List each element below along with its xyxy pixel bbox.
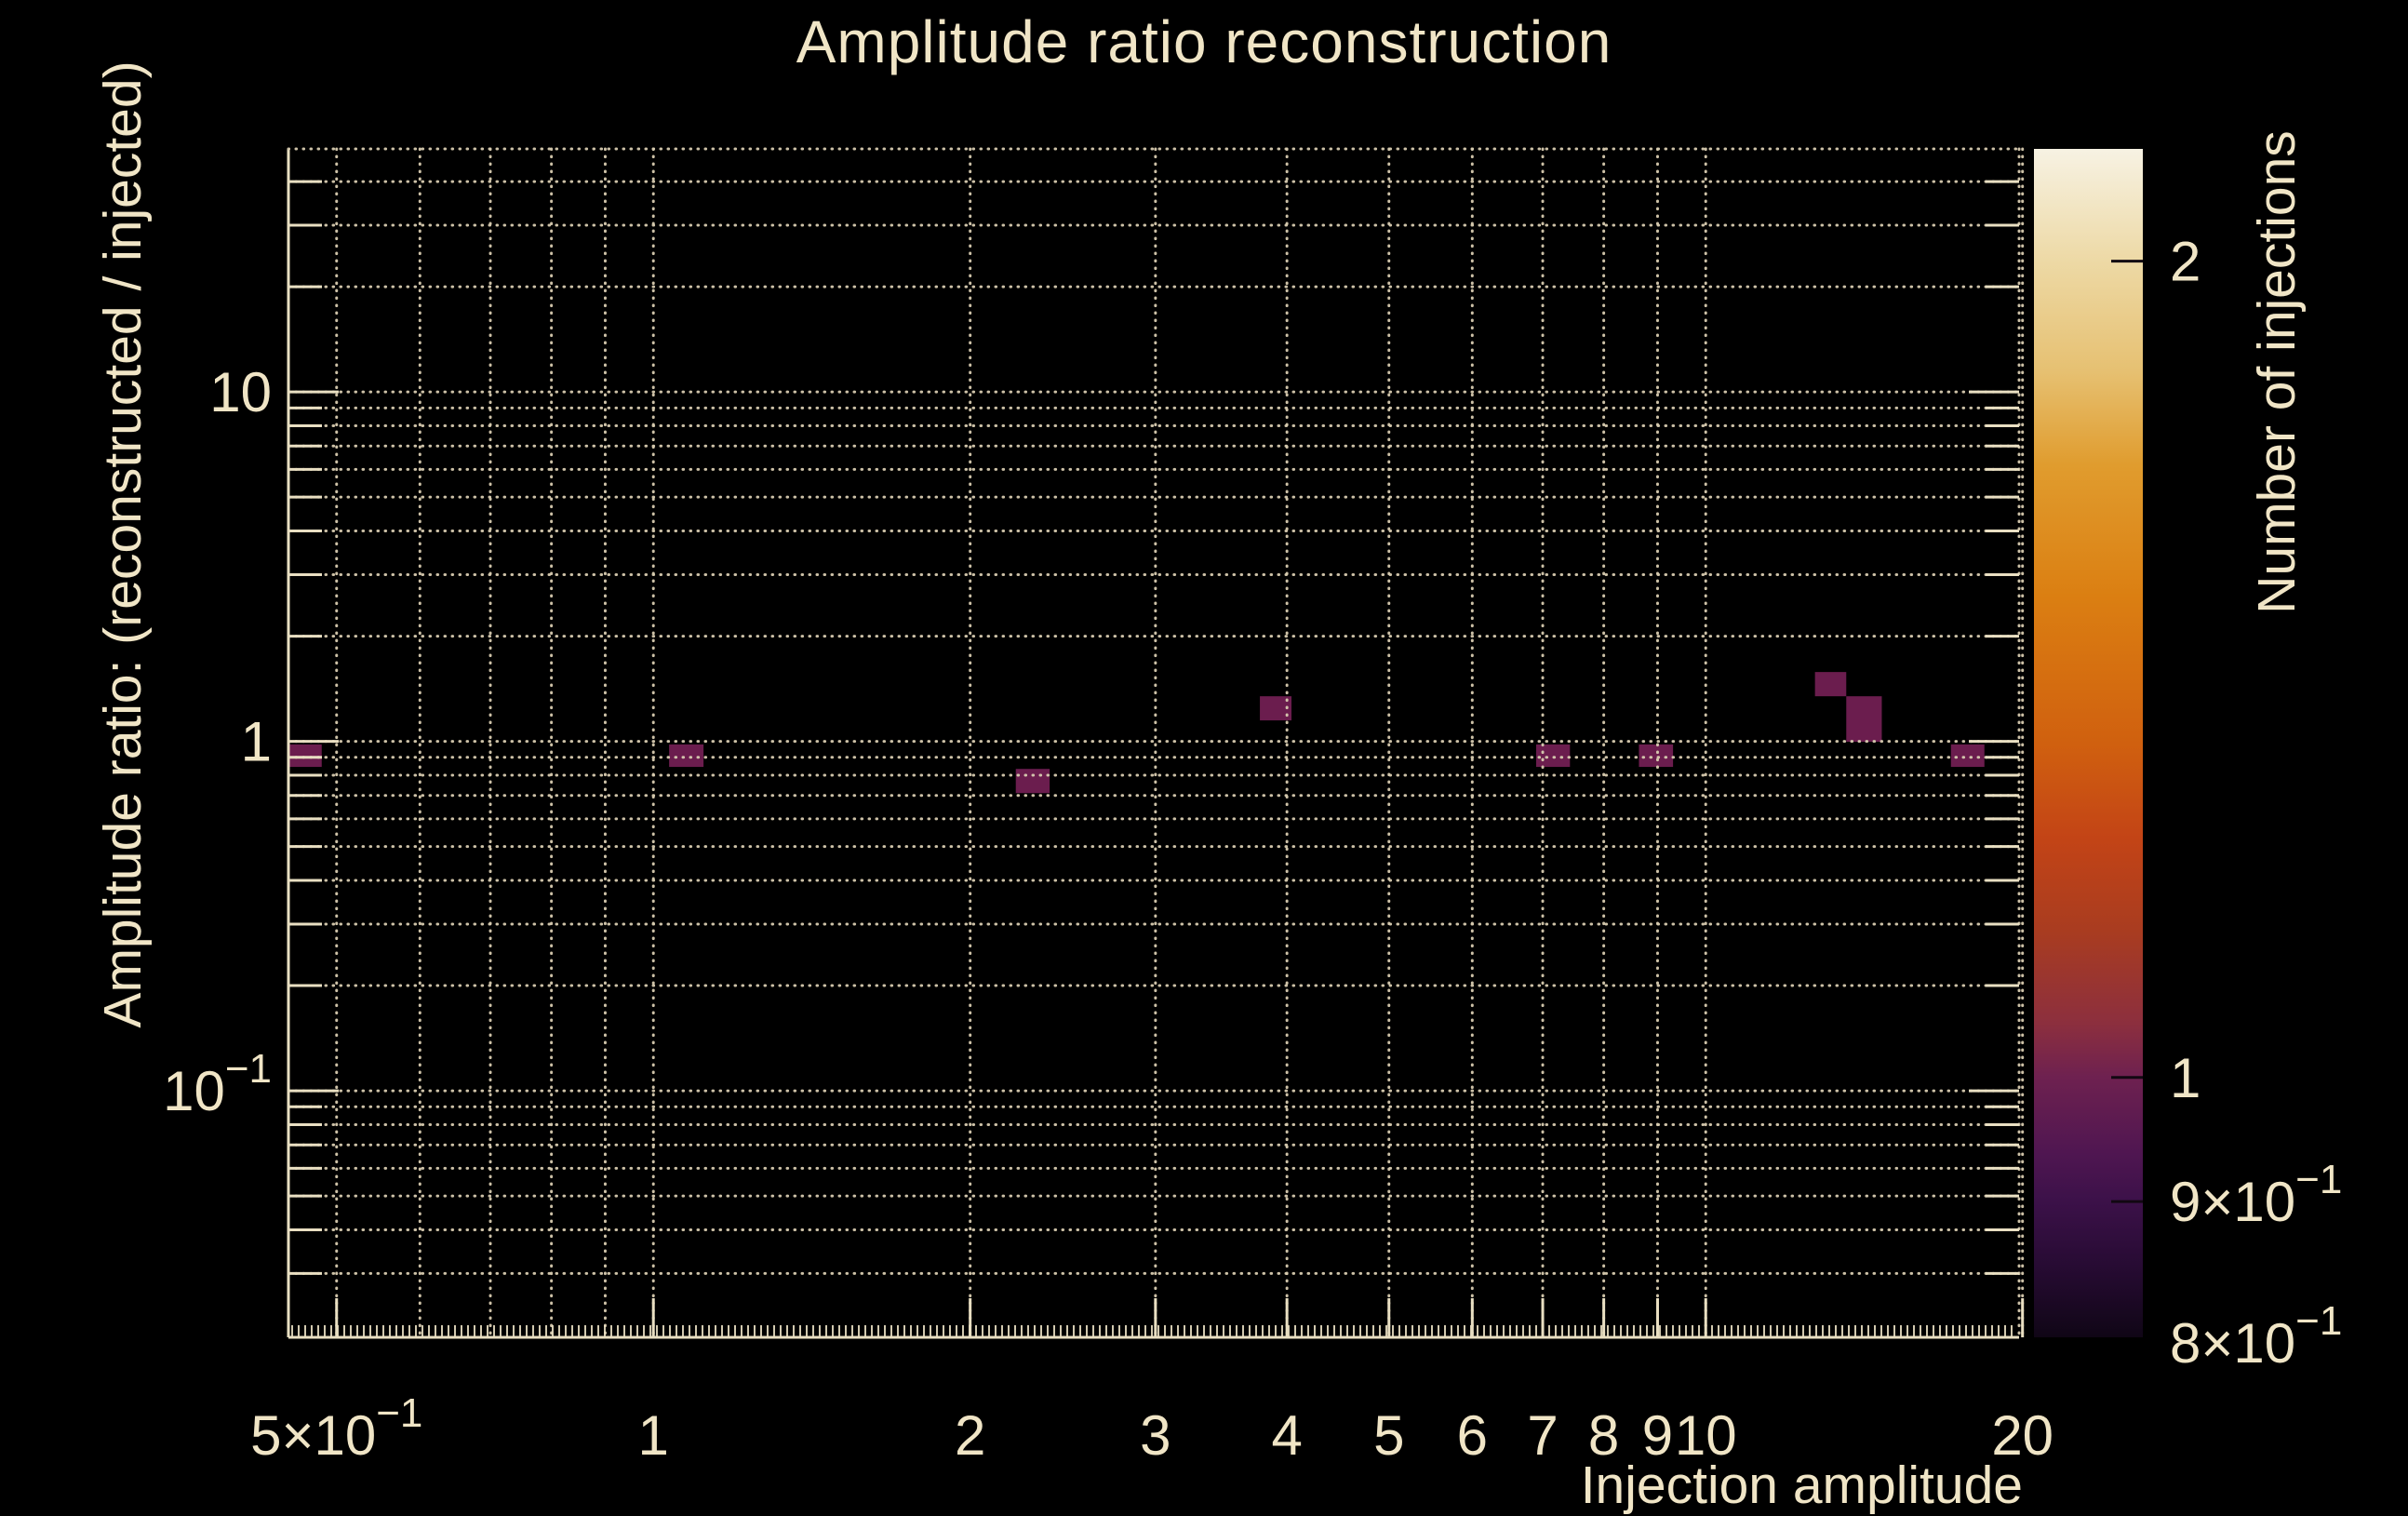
x-tick-label: 4 [1271,1404,1302,1467]
x-tick-label: 1 [638,1404,669,1467]
heatmap-cell [669,744,704,768]
x-tick-label: 2 [955,1404,985,1467]
x-tick-label: 3 [1140,1404,1171,1467]
y-tick-label: 10−1 [163,1046,272,1122]
y-tick-label: 1 [241,710,272,772]
x-tick-label: 6 [1457,1404,1488,1467]
y-axis-title: Amplitude ratio: (reconstructed / inject… [93,60,153,1028]
colorbar-tick-label: 1 [2170,1046,2201,1108]
x-tick-label: 9 [1642,1404,1673,1467]
heatmap-cell [1639,744,1674,768]
x-tick-label: 8 [1588,1404,1619,1467]
colorbar [2034,149,2143,1337]
y-tick-label: 10 [209,361,272,423]
x-tick-label: 10 [1675,1404,1737,1467]
colorbar-tick-label: 2 [2170,230,2201,292]
x-minor-tick-row [291,1325,2013,1337]
colorbar-title: Number of injections [2247,130,2307,614]
x-axis-title: Injection amplitude [1580,1456,2023,1515]
heatmap-cell [1535,744,1571,768]
axis-ticks [288,180,2025,1337]
colorbar-tick-label: 8×10−1 [2170,1298,2342,1375]
heatmap-cell [1846,696,1882,743]
heatmap-cell [1015,769,1050,794]
heatmap-cells [288,672,1985,794]
heatmap-cell [1950,744,1985,768]
x-tick-label: 20 [1991,1404,2053,1467]
colorbar-tick-label: 9×10−1 [2170,1157,2342,1233]
x-tick-label: 5×10−1 [250,1390,422,1467]
x-tick-label: 7 [1527,1404,1558,1467]
gridlines [287,147,2025,1339]
page-title: Amplitude ratio reconstruction [796,8,1612,75]
heatmap-cell [1814,672,1847,697]
heatmap-cell [288,744,322,768]
x-tick-label: 5 [1373,1404,1404,1467]
